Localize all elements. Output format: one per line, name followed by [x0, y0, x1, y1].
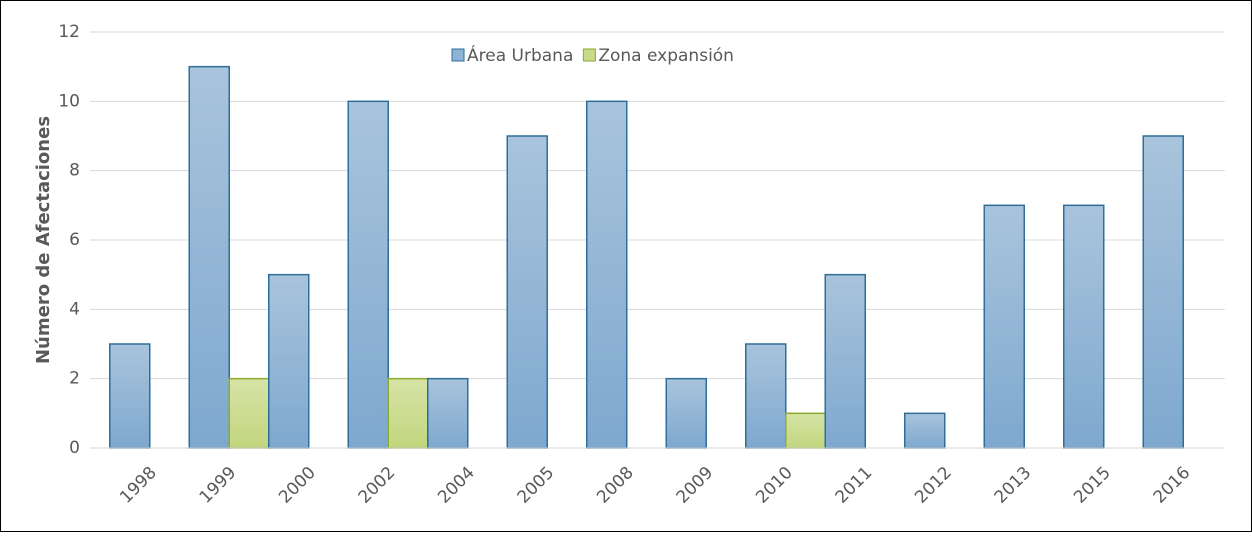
legend-label: Zona expansión	[598, 46, 734, 66]
y-tick-label: 4	[69, 299, 80, 319]
bar	[347, 100, 389, 449]
bar	[824, 273, 866, 449]
bar	[1063, 204, 1105, 449]
y-tick-label: 2	[69, 369, 80, 389]
bar	[387, 377, 429, 449]
legend-label: Área Urbana	[467, 44, 573, 66]
bar	[506, 135, 548, 449]
bar	[665, 377, 707, 449]
y-axis-label: Número de Afectaciones	[33, 116, 54, 364]
bar	[268, 273, 310, 449]
bar	[586, 100, 628, 449]
legend-swatch	[582, 48, 596, 62]
bar	[1142, 135, 1184, 449]
y-tick-label: 12	[58, 22, 80, 42]
bar	[785, 412, 827, 449]
y-tick-label: 10	[58, 91, 80, 111]
bar	[983, 204, 1025, 449]
bar	[904, 412, 946, 449]
bar	[109, 343, 151, 449]
bar	[228, 377, 270, 449]
bar	[427, 377, 469, 449]
bar	[188, 65, 230, 449]
bar	[745, 343, 787, 449]
y-tick-label: 8	[69, 161, 80, 181]
y-tick-label: 0	[69, 438, 80, 458]
legend-swatch	[451, 48, 465, 62]
y-tick-label: 6	[69, 230, 80, 250]
